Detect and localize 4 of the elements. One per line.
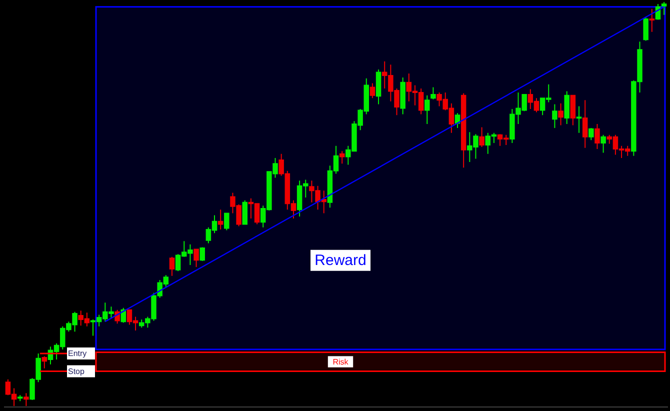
band-label: Reward [314, 252, 366, 269]
band-label: Risk [332, 357, 350, 366]
ref-line-label: Stop [68, 366, 86, 376]
ref-line-label: Entry [68, 348, 87, 358]
